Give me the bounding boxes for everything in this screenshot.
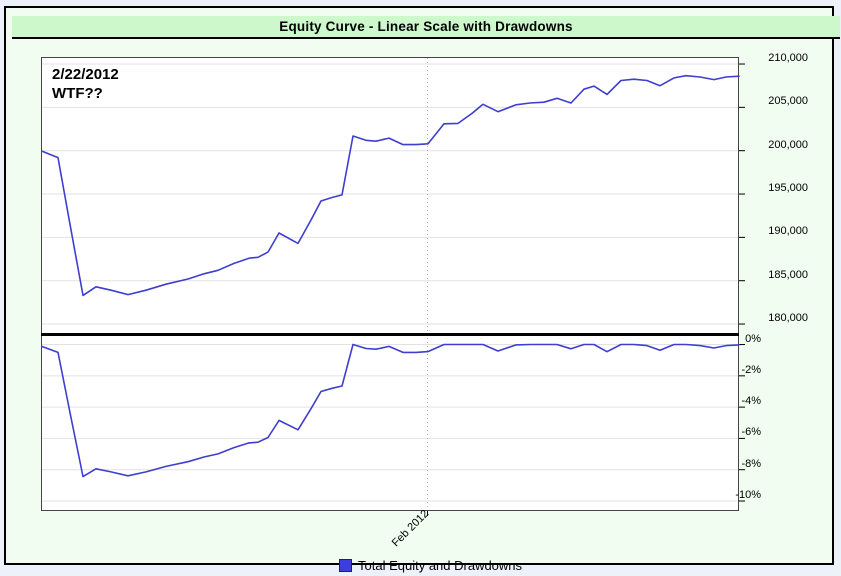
y-tick-label: 210,000	[768, 52, 808, 65]
legend-marker-icon	[339, 559, 352, 572]
y-tick-label: 200,000	[768, 138, 808, 151]
chart-title: Equity Curve - Linear Scale with Drawdow…	[279, 19, 573, 34]
y-tick-label: -4%	[741, 395, 761, 408]
equity-drawdown-chart	[41, 57, 745, 516]
y-tick-label: -10%	[735, 488, 761, 501]
annotation-comment: WTF??	[52, 85, 103, 102]
y-tick-label: 0%	[745, 332, 761, 345]
legend-label: Total Equity and Drawdowns	[358, 558, 523, 573]
y-tick-label: 180,000	[768, 312, 808, 325]
y-tick-label: 205,000	[768, 95, 808, 108]
y-tick-label: -2%	[741, 363, 761, 376]
y-tick-label: -6%	[741, 426, 761, 439]
annotation-date: 2/22/2012	[52, 66, 119, 83]
y-tick-label: 190,000	[768, 225, 808, 238]
chart-title-bar: Equity Curve - Linear Scale with Drawdow…	[12, 16, 840, 39]
y-tick-label: 185,000	[768, 268, 808, 281]
y-tick-label: 195,000	[768, 182, 808, 195]
chart-window: Equity Curve - Linear Scale with Drawdow…	[4, 6, 840, 573]
chart-annotation: 2/22/2012 WTF??	[52, 65, 119, 103]
y-tick-label: -8%	[741, 457, 761, 470]
chart-legend: Total Equity and Drawdowns	[339, 557, 522, 574]
